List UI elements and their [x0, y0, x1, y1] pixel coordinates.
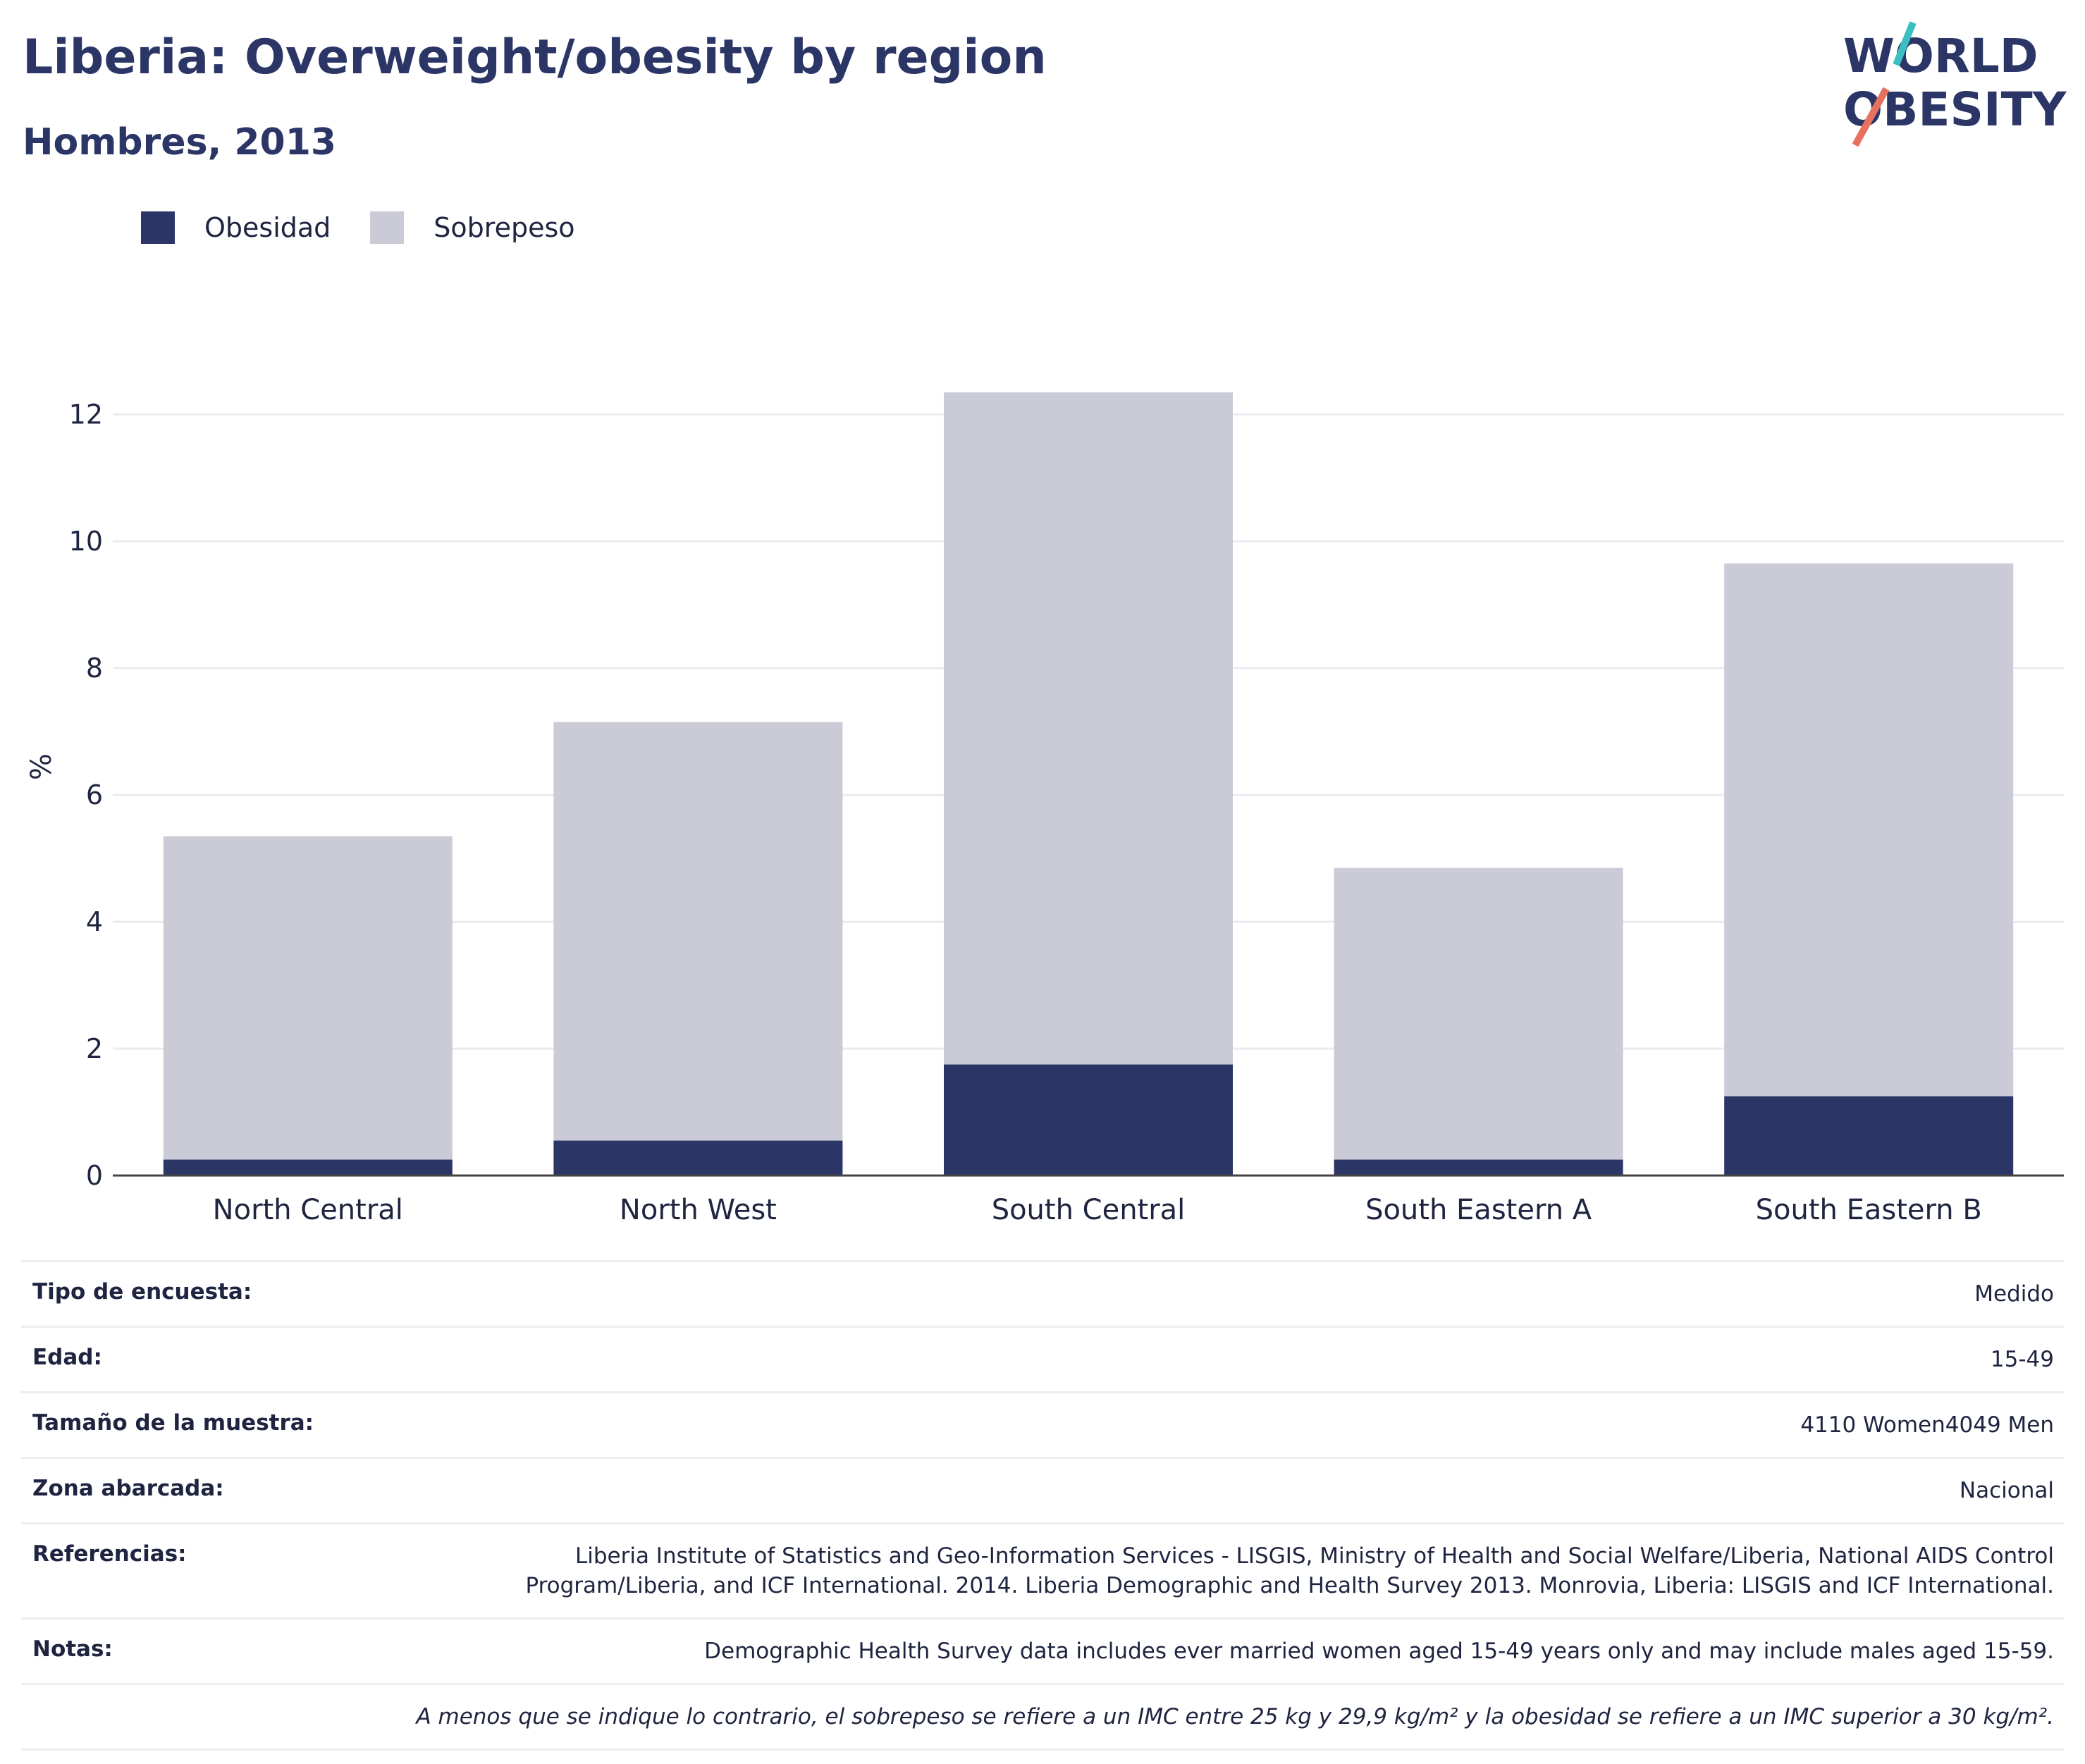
bar-obesity — [1724, 1096, 2014, 1176]
info-value: 4110 Women4049 Men — [1800, 1412, 2054, 1438]
x-tick-label: North West — [620, 1194, 777, 1226]
footnote-row: A menos que se indique lo contrario, el … — [21, 1685, 2064, 1751]
info-label: Tipo de encuesta: — [32, 1279, 252, 1305]
y-tick-label: 12 — [69, 399, 103, 430]
info-value: Nacional — [1959, 1478, 2054, 1503]
y-tick-label: 0 — [86, 1160, 103, 1191]
info-row: Tipo de encuesta: Medido — [21, 1262, 2064, 1328]
svg-text:WORLD: WORLD — [1843, 29, 2038, 83]
world-obesity-logo: WORLD OBESITY — [1843, 21, 2067, 147]
legend-swatch-overweight — [370, 211, 405, 244]
info-row: Edad: 15-49 — [21, 1328, 2064, 1393]
x-tick-label: North Central — [213, 1194, 403, 1226]
legend-item-overweight: Sobrepeso — [370, 211, 575, 244]
bar-obesity — [1334, 1159, 1623, 1176]
info-row: Zona abarcada: Nacional — [21, 1459, 2064, 1524]
legend-swatch-obesity — [141, 211, 175, 244]
info-value: Medido — [1974, 1281, 2054, 1307]
bar-overweight — [553, 722, 843, 1141]
svg-text:OBESITY: OBESITY — [1843, 82, 2067, 137]
info-value: 15-49 — [1990, 1347, 2054, 1372]
x-tick-label: South Central — [992, 1194, 1186, 1226]
x-tick-label: South Eastern B — [1756, 1194, 1982, 1226]
bar-obesity — [163, 1159, 453, 1176]
y-tick-label: 10 — [69, 526, 103, 557]
survey-info-table: Tipo de encuesta: Medido Edad: 15-49 Tamaño … — [21, 1260, 2064, 1751]
legend-label-obesity: Obesidad — [204, 212, 331, 243]
chart-legend: Obesidad Sobrepeso — [141, 210, 615, 245]
y-tick-label: 6 — [86, 779, 103, 810]
bar-overweight — [1724, 563, 2014, 1097]
info-row: Referencias: Liberia Institute of Statist… — [21, 1524, 2064, 1620]
chart-title: Liberia: Overweight/obesity by region — [23, 30, 1047, 85]
info-row: Tamaño de la muestra: 4110 Women4049 Men — [21, 1393, 2064, 1459]
bar-chart: 0 2 4 6 8 10 12% North Central North West South C… — [25, 392, 2064, 1226]
legend-label-overweight: Sobrepeso — [433, 212, 575, 243]
legend-item-obesity: Obesidad — [141, 211, 331, 244]
y-tick-label: 8 — [86, 653, 103, 684]
info-label: Zona abarcada: — [32, 1476, 224, 1501]
bar-overweight — [163, 836, 453, 1160]
info-label: Notas: — [32, 1636, 113, 1662]
x-tick-label: South Eastern A — [1365, 1194, 1592, 1226]
info-label: Tamaño de la muestra: — [32, 1410, 314, 1436]
bar-obesity — [553, 1140, 843, 1176]
info-value: Liberia Institute of Statistics and Geo-… — [525, 1543, 2054, 1598]
footnote: A menos que se indique lo contrario, el … — [416, 1704, 2054, 1729]
info-row: Notas: Demographic Health Survey data inc… — [21, 1620, 2064, 1685]
chart-subtitle: Hombres, 2013 — [23, 121, 337, 164]
info-value: Demographic Health Survey data includes … — [704, 1639, 2054, 1664]
y-axis-label: % — [25, 753, 58, 780]
bar-overweight — [944, 392, 1233, 1065]
info-label: Edad: — [32, 1345, 102, 1370]
y-tick-label: 2 — [86, 1033, 103, 1064]
y-tick-label: 4 — [86, 906, 103, 937]
info-label: Referencias: — [32, 1541, 187, 1567]
bar-obesity — [944, 1064, 1233, 1176]
bar-overweight — [1334, 868, 1623, 1160]
